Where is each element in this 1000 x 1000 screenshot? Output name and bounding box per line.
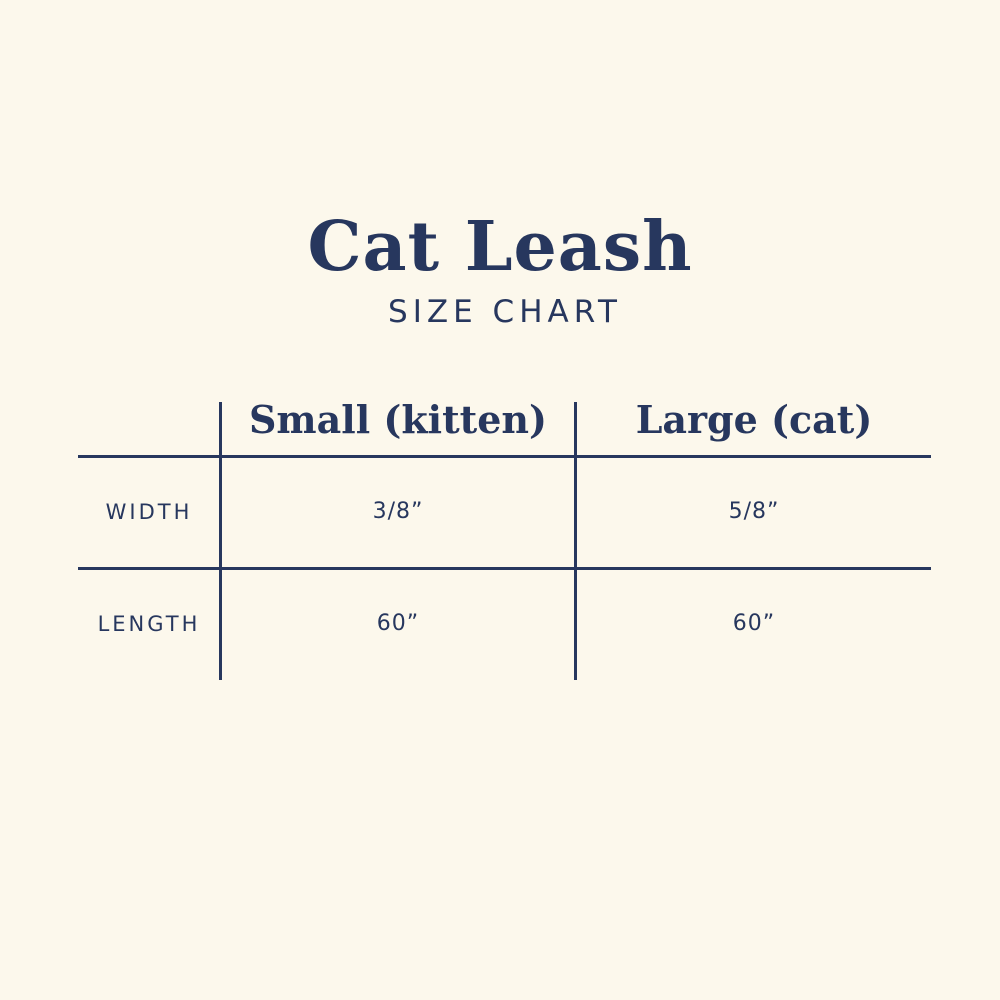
header-divider: [78, 455, 931, 458]
page-subtitle: SIZE CHART: [388, 294, 622, 330]
column-divider: [574, 402, 577, 680]
row-divider: [78, 567, 931, 570]
cell-width-small: 3/8”: [372, 499, 424, 524]
row-label-length: LENGTH: [97, 612, 201, 636]
cell-length-large: 60”: [732, 611, 776, 636]
column-header-large: Large (cat): [635, 397, 873, 442]
column-header-small: Small (kitten): [248, 397, 547, 442]
column-divider: [219, 402, 222, 680]
row-label-width: WIDTH: [105, 500, 193, 524]
cell-length-small: 60”: [376, 611, 420, 636]
page-title: Cat Leash: [307, 207, 693, 287]
cell-width-large: 5/8”: [728, 499, 780, 524]
